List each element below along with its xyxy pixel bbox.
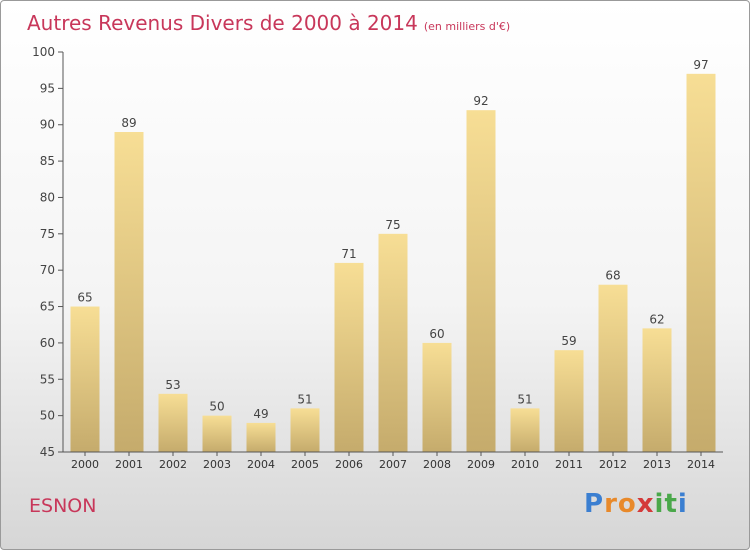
- bar-value-label: 65: [77, 291, 92, 305]
- x-tick-label: 2002: [159, 458, 187, 471]
- bar-value-label: 68: [605, 269, 620, 283]
- x-tick-label: 2003: [203, 458, 231, 471]
- x-tick-label: 2014: [687, 458, 715, 471]
- y-tick-label: 60: [40, 336, 55, 350]
- bar-value-label: 89: [121, 116, 136, 130]
- chart-subtitle: (en milliers d'€): [423, 20, 511, 33]
- y-tick-label: 75: [40, 227, 55, 241]
- bar-2011: [554, 350, 584, 452]
- x-tick-label: 2009: [467, 458, 495, 471]
- bar-value-label: 92: [473, 94, 488, 108]
- bar-2008: [422, 342, 452, 452]
- x-tick-label: 2010: [511, 458, 539, 471]
- x-tick-label: 2001: [115, 458, 143, 471]
- y-tick-label: 80: [40, 190, 55, 204]
- bar-value-label: 71: [341, 247, 356, 261]
- chart-title: Autres Revenus Divers de 2000 à 2014 (en …: [27, 11, 510, 35]
- x-tick-label: 2008: [423, 458, 451, 471]
- bar-value-label: 49: [253, 407, 268, 421]
- proxiti-logo: Proxiti: [584, 489, 688, 519]
- x-tick-label: 2000: [71, 458, 99, 471]
- y-tick-label: 70: [40, 263, 55, 277]
- bar-value-label: 53: [165, 378, 180, 392]
- y-tick-label: 90: [40, 118, 55, 132]
- bar-value-label: 75: [385, 218, 400, 232]
- bar-2001: [114, 132, 144, 452]
- y-tick-label: 50: [40, 409, 55, 423]
- logo-letter: i: [654, 489, 665, 519]
- x-tick-label: 2012: [599, 458, 627, 471]
- y-axis: 45 50 55 60 65 70 75 80 85 90 95 100: [32, 45, 64, 459]
- bar-2010: [510, 408, 540, 452]
- bar-value-label: 50: [209, 400, 224, 414]
- location-label: ESNON: [29, 495, 97, 517]
- y-tick-label: 55: [40, 372, 55, 386]
- bar-value-label: 51: [297, 392, 312, 406]
- logo-letter: i: [677, 489, 688, 519]
- x-tick-label: 2011: [555, 458, 583, 471]
- bar-2000: [70, 306, 100, 452]
- bar-2014: [686, 73, 716, 453]
- bar-2009: [466, 110, 496, 452]
- logo-letter: o: [617, 489, 637, 519]
- x-tick-label: 2013: [643, 458, 671, 471]
- y-tick-label: 95: [40, 81, 55, 95]
- y-tick-label: 45: [40, 445, 55, 459]
- bars: 65 89 53 50 49 51 71 75 60 92 51 59 68 62 97: [70, 58, 716, 453]
- logo-letter: t: [664, 489, 678, 519]
- x-tick-label: 2006: [335, 458, 363, 471]
- y-tick-label: 100: [32, 45, 55, 59]
- logo-letter: P: [584, 489, 605, 519]
- logo-letter: r: [604, 489, 618, 519]
- bar-value-label: 59: [561, 334, 576, 348]
- x-tick-label: 2005: [291, 458, 319, 471]
- bar-value-label: 60: [429, 327, 444, 341]
- x-tick-label: 2007: [379, 458, 407, 471]
- bar-2002: [158, 393, 188, 452]
- y-tick-label: 85: [40, 154, 55, 168]
- logo-letter: x: [636, 489, 655, 519]
- bar-2013: [642, 328, 672, 452]
- x-axis: 2000 2001 2002 2003 2004 2005 2006 2007 2008 2009…: [63, 451, 723, 471]
- bar-2004: [246, 422, 276, 452]
- y-tick-label: 65: [40, 300, 55, 314]
- bar-2006: [334, 262, 364, 452]
- bar-value-label: 51: [517, 392, 532, 406]
- bar-value-label: 97: [693, 58, 708, 72]
- x-tick-label: 2004: [247, 458, 275, 471]
- bar-2005: [290, 408, 320, 452]
- bar-2012: [598, 284, 628, 452]
- bar-2003: [202, 415, 232, 452]
- bar-value-label: 62: [649, 312, 664, 326]
- chart-title-text: Autres Revenus Divers de 2000 à 2014: [27, 11, 418, 35]
- bar-2007: [378, 233, 408, 452]
